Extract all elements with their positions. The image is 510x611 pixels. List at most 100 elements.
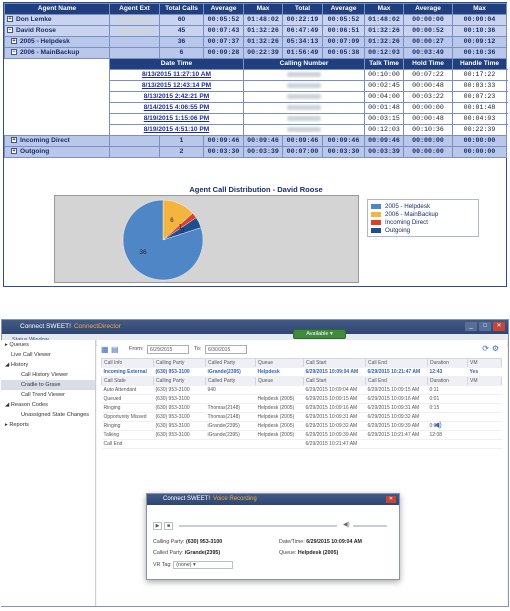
sidebar-item-call-history-viewer[interactable]: Call History Viewer xyxy=(1,370,95,380)
tree-toggle-icon[interactable]: ▸ xyxy=(5,422,10,428)
spacer-cell xyxy=(4,80,110,92)
call-state-row[interactable]: Ringing (630) 953-3100 iGrande(2395) Helpde… xyxy=(101,421,502,431)
dialog-close-icon[interactable]: ✕ xyxy=(386,496,396,503)
sidebar-item-call-trend-viewer[interactable]: Call Trend Viewer xyxy=(1,390,95,400)
sidebar-item-live-call-viewer[interactable]: Live Call Viewer xyxy=(1,350,95,360)
sidebar-item-unassigned-state-changes[interactable]: Unassigned State Changes xyxy=(1,410,95,420)
grid-cell: Queued xyxy=(101,394,154,404)
playback-progress-track[interactable] xyxy=(179,525,337,527)
agent-ext-cell xyxy=(109,36,160,48)
sidebar-item-queues[interactable]: ▸ Queues xyxy=(1,340,95,350)
from-date-input[interactable]: 6/29/2015 xyxy=(147,345,189,354)
sidebar-item-history[interactable]: ◢ History xyxy=(1,360,95,370)
call-state-row[interactable]: Talking (630) 953-3100 iGrande(2395) Helpde… xyxy=(101,430,502,440)
call-state-row[interactable]: Ringing (630) 953-3100 Thomas(2148) Helpdes… xyxy=(101,403,502,413)
grid-cell xyxy=(467,403,502,413)
selected-call-row[interactable]: Incoming External (630) 953-3100 iGrande(2… xyxy=(101,367,502,377)
sidebar-item-reports[interactable]: ▸ Reports xyxy=(1,420,95,430)
agent-row[interactable]: + Don Lemke 60 00:05:52 01:48:02 00:22:19 00:0… xyxy=(4,14,507,26)
to-date-input[interactable]: 6/30/2015 xyxy=(205,345,247,354)
group-row[interactable]: +2005 - Helpdesk 36 00:07:37 01:32:26 05:34:… xyxy=(4,36,507,48)
row-name-cell[interactable]: − David Roose xyxy=(4,25,110,37)
row-name-cell[interactable]: +2005 - Helpdesk xyxy=(4,36,110,48)
group-row[interactable]: + Incoming Direct 1 00:09:46 00:09:46 00:09:4… xyxy=(4,135,507,147)
expand-icon[interactable]: − xyxy=(11,49,17,56)
group-row[interactable]: + Outgoing 2 00:03:30 00:03:39 00:07:00 00:03:… xyxy=(4,146,507,158)
call-state-row[interactable]: Call End 6/29/2015 10:21:47 AM xyxy=(101,439,502,449)
calling-number-cell xyxy=(243,91,365,103)
time-cell: 00:03:49 xyxy=(403,47,453,59)
grid-cell: 6/29/2015 10:21:47 AM xyxy=(303,439,366,449)
call-datetime-link[interactable]: 8/19/2015 4:51:10 PM xyxy=(109,124,244,136)
grid-cell: Called Party xyxy=(205,376,256,386)
calling-number-cell xyxy=(243,113,365,125)
total-calls-cell: 36 xyxy=(159,36,204,48)
group-row[interactable]: −2006 - MainBackup 6 00:09:28 00:22:39 01:56… xyxy=(4,47,507,59)
call-datetime-link[interactable]: 8/13/2015 11:27:10 AM xyxy=(109,69,244,81)
call-state-row[interactable]: Auto Attendant (630) 953-3100 940 6/29/2015… xyxy=(101,385,502,395)
legend-swatch xyxy=(371,219,381,225)
call-datetime-link[interactable]: 8/13/2015 12:43:14 PM xyxy=(109,80,244,92)
call-state-header-row[interactable]: Call State Calling Party Called Party Queue… xyxy=(101,376,502,386)
grid-cell: Helpdesk xyxy=(255,367,304,377)
refresh-icon[interactable]: ⟳ xyxy=(482,344,489,353)
grid-icon[interactable]: ▦ xyxy=(101,345,109,354)
tree-toggle-icon[interactable]: ◢ xyxy=(5,362,11,368)
row-name-cell[interactable]: + Outgoing xyxy=(4,146,110,158)
close-icon[interactable]: ✕ xyxy=(493,322,505,331)
vr-tag-select[interactable]: (none) ▾ xyxy=(173,561,234,569)
grid-cell: 6/29/2015 10:09:15 AM xyxy=(303,394,366,404)
call-detail-row[interactable]: 8/13/2015 2:42:21 PM 00:04:00 00:03:22 00:0… xyxy=(4,91,507,103)
time-cell: 00:09:46 xyxy=(322,135,365,147)
sidebar-item-reason-codes[interactable]: ◢ Reason Codes xyxy=(1,400,95,410)
expand-icon[interactable]: − xyxy=(7,27,13,34)
call-detail-row[interactable]: 8/13/2015 12:43:14 PM 00:02:45 00:00:48 00:… xyxy=(4,80,507,92)
call-state-row[interactable]: Queued (630) 953-3100 Helpdesk (2005) 6/29/… xyxy=(101,394,502,404)
row-name-cell[interactable]: −2006 - MainBackup xyxy=(4,47,110,59)
grid-header-row[interactable]: Call Info Calling Party Called Party Queue C… xyxy=(101,358,502,368)
tree-toggle-icon[interactable]: ▸ xyxy=(5,342,10,348)
call-detail-row[interactable]: 8/14/2015 4:06:55 PM 00:01:48 00:00:00 00:0… xyxy=(4,102,507,114)
time-cell: 00:07:00 xyxy=(282,146,323,158)
sidebar-item-cradle-to-grave[interactable]: Cradle to Grave xyxy=(1,380,95,390)
export-icon[interactable]: ▤ xyxy=(111,345,119,354)
volume-slider[interactable] xyxy=(353,525,387,527)
grid-cell: 6/29/2015 10:09:04 AM xyxy=(303,385,366,395)
handle-time-cell: 00:22:39 xyxy=(452,124,507,136)
minimize-icon[interactable]: _ xyxy=(465,322,477,331)
expand-icon[interactable]: + xyxy=(7,16,13,23)
call-detail-row[interactable]: 8/19/2015 1:15:06 PM 00:03:15 00:00:48 00:0… xyxy=(4,113,507,125)
expand-icon[interactable]: + xyxy=(11,38,17,45)
play-icon[interactable]: ▶ xyxy=(153,522,162,530)
date-toolbar: ▦ ▤ From: 6/29/2015 To: 6/30/2015 ⟳ ⚙ xyxy=(97,344,507,356)
grid-cell: Calling Party xyxy=(153,376,206,386)
expand-icon[interactable]: + xyxy=(11,137,17,144)
redacted-ext xyxy=(117,27,152,33)
expand-icon[interactable]: + xyxy=(11,148,17,155)
time-cell: 05:34:13 xyxy=(282,36,323,48)
call-datetime-link[interactable]: 8/14/2015 4:06:55 PM xyxy=(109,102,244,114)
speaker-icon[interactable]: ◀) xyxy=(434,422,442,429)
calling-number-cell xyxy=(243,124,365,136)
row-name-cell[interactable]: + Incoming Direct xyxy=(4,135,110,147)
call-datetime-link[interactable]: 8/13/2015 2:42:21 PM xyxy=(109,91,244,103)
chart-legend: 2005 - Helpdesk 2006 - MainBackup Incoming… xyxy=(367,199,479,237)
settings-icon[interactable]: ⚙ xyxy=(491,344,499,353)
agent-row[interactable]: − David Roose 45 00:07:43 01:32:26 06:47:49 00… xyxy=(4,25,507,37)
call-state-row[interactable]: Opportunity Missed (630) 953-3100 Thomas(2… xyxy=(101,412,502,422)
status-button[interactable]: Available ▾ xyxy=(293,329,346,339)
row-name-cell[interactable]: + Don Lemke xyxy=(4,14,110,26)
maximize-icon[interactable]: □ xyxy=(479,322,491,331)
call-detail-row[interactable]: 8/19/2015 4:51:10 PM 00:12:03 00:10:36 00:2… xyxy=(4,124,507,136)
time-cell: 00:00:27 xyxy=(403,36,453,48)
stop-icon[interactable]: ■ xyxy=(164,522,173,530)
tree-toggle-icon[interactable]: ◢ xyxy=(5,402,11,408)
grid-cell: Call Start xyxy=(303,358,366,368)
calling-number-cell xyxy=(243,102,365,114)
cradle-to-grave-grid: Call Info Calling Party Called Party Queue C… xyxy=(101,358,502,449)
call-detail-row[interactable]: 8/13/2015 11:27:10 AM 00:10:00 00:07:22 00:… xyxy=(4,69,507,81)
calling-number-cell xyxy=(243,69,365,81)
time-cell: 00:09:46 xyxy=(364,135,404,147)
call-datetime-link[interactable]: 8/19/2015 1:15:06 PM xyxy=(109,113,244,125)
grid-cell xyxy=(467,394,502,404)
